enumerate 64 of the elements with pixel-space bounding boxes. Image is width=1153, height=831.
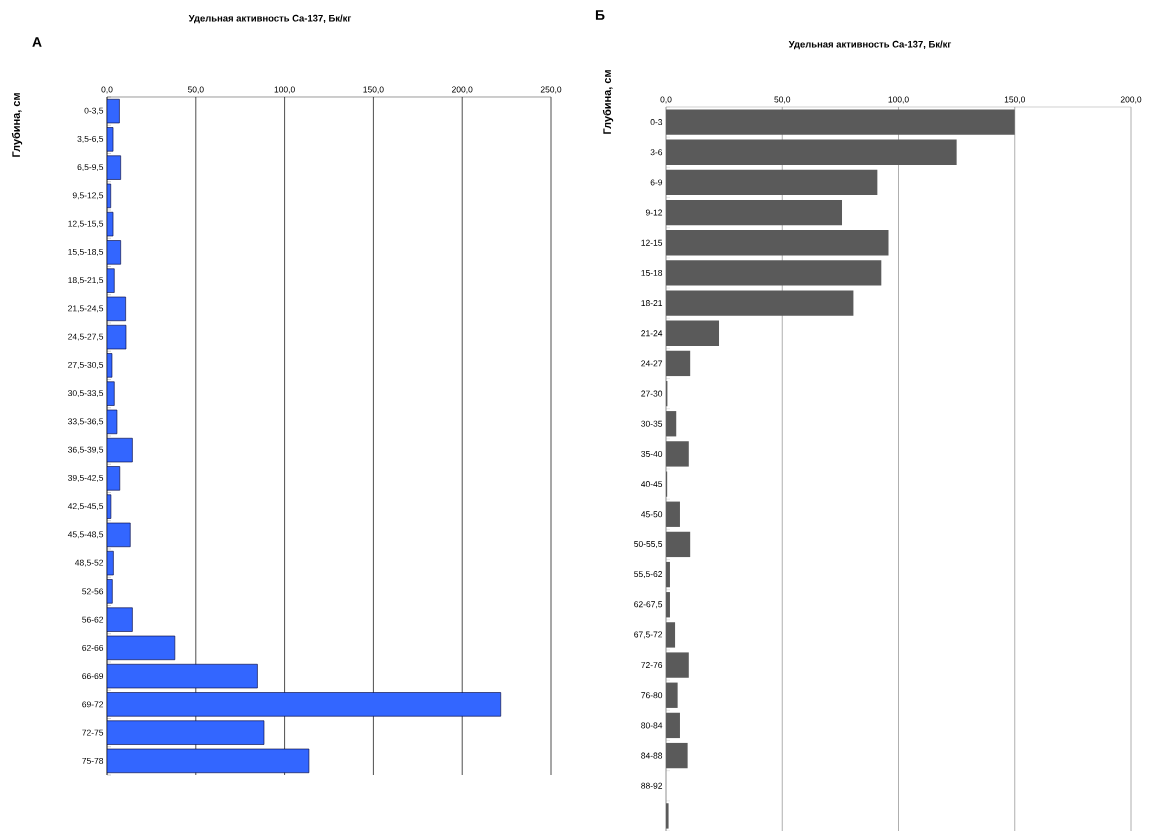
y-tick-label: 72-75 — [82, 729, 104, 736]
y-tick-label: 6-9 — [650, 179, 663, 186]
y-tick-label: 24-27 — [641, 360, 663, 367]
y-tick-label: 40-45 — [641, 481, 663, 488]
y-tick-label: 6,5-9,5 — [77, 164, 104, 172]
y-tick-label: 15,5-18,5 — [68, 248, 104, 256]
x-axis-title: Удельная активность Ca-137, Бк/кг — [188, 14, 352, 24]
y-tick-label: 3-6 — [650, 149, 663, 156]
y-tick-label: 84-88 — [641, 752, 663, 759]
chart-title: Б — [595, 10, 605, 20]
x-tick-label: 150,0 — [1004, 96, 1026, 104]
chart-title: А — [32, 37, 42, 47]
x-tick-label: 200,0 — [1120, 96, 1142, 104]
y-tick-label: 12-15 — [641, 239, 663, 246]
y-tick-label: 69-72 — [82, 701, 104, 708]
x-tick-label: 50,0 — [774, 96, 791, 104]
y-tick-label: 45-50 — [641, 511, 663, 518]
y-tick-label: 12,5-15,5 — [68, 220, 104, 228]
y-tick-label: 9-12 — [645, 209, 663, 216]
y-tick-label: 67,5-72 — [634, 631, 663, 639]
x-tick-label: 100,0 — [888, 96, 909, 104]
y-tick-label: 18,5-21,5 — [68, 277, 104, 285]
y-axis-title: Глубина, см — [11, 93, 23, 157]
y-tick-label: 24,5-27,5 — [68, 333, 104, 341]
x-tick-label: 0,0 — [660, 96, 672, 104]
y-tick-label: 3,5-6,5 — [77, 135, 104, 143]
x-tick-label: 100,0 — [274, 86, 295, 94]
y-tick-label: 18-21 — [641, 300, 663, 307]
y-tick-label: 75-78 — [82, 757, 104, 764]
y-tick-label: 55,5-62 — [634, 571, 663, 579]
y-tick-label: 66-69 — [82, 673, 104, 680]
y-tick-label: 56-62 — [82, 616, 104, 623]
y-tick-label: 33,5-36,5 — [68, 418, 104, 426]
y-tick-label: 80-84 — [641, 722, 663, 729]
y-tick-label: 0-3 — [650, 119, 663, 126]
y-tick-label: 30-35 — [641, 420, 663, 427]
y-tick-label: 62-66 — [82, 644, 104, 651]
x-tick-label: 150,0 — [363, 86, 384, 94]
y-tick-label: 48,5-52 — [74, 559, 104, 567]
y-axis-title: Глубина, см — [602, 70, 614, 134]
y-tick-label: 76-80 — [641, 692, 663, 699]
y-tick-label: 50-55,5 — [634, 540, 663, 548]
y-tick-label: 9,5-12,5 — [72, 192, 104, 200]
y-tick-label: 62-67,5 — [634, 601, 663, 609]
y-tick-label: 45,5-48,5 — [67, 531, 104, 539]
x-tick-label: 50,0 — [187, 86, 204, 94]
y-tick-label: 27-30 — [641, 390, 663, 397]
x-tick-label: 200,0 — [452, 86, 473, 94]
y-tick-label: 88-92 — [641, 782, 663, 789]
y-tick-label: 21,5-24,5 — [68, 305, 104, 313]
y-tick-label: 27,5-30,5 — [68, 361, 104, 369]
y-tick-label: 0-3,5 — [84, 107, 104, 115]
y-tick-label: 39,5-42,5 — [68, 474, 104, 482]
y-tick-label: 72-76 — [641, 662, 663, 669]
x-tick-label: 0,0 — [101, 86, 113, 94]
y-tick-label: 35-40 — [641, 450, 663, 457]
y-tick-label: 36,5-39,5 — [68, 446, 104, 454]
x-tick-label: 250,0 — [540, 86, 562, 94]
x-axis-title: Удельная активность Ca-137, Бк/кг — [788, 40, 952, 50]
y-tick-label: 21-24 — [641, 330, 663, 337]
y-tick-label: 15-18 — [641, 269, 663, 276]
y-tick-label: 42,5-45,5 — [67, 503, 104, 511]
y-tick-label: 52-56 — [82, 588, 104, 595]
y-tick-label: 30,5-33,5 — [68, 390, 104, 398]
